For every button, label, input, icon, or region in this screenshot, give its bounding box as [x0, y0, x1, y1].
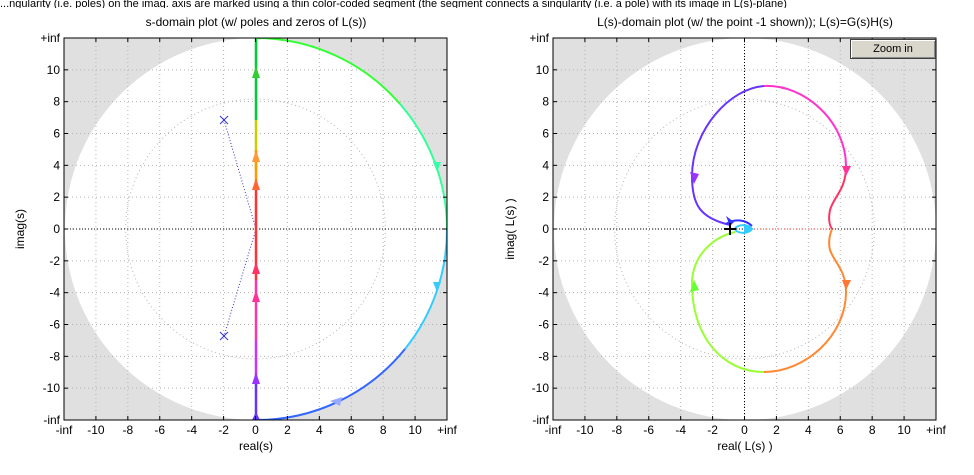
arrow-icon: [252, 372, 260, 384]
x-tick-label: 8: [869, 423, 876, 437]
y-tick-label: -2: [49, 254, 60, 268]
x-tick-label: -6: [643, 423, 654, 437]
L-domain-plot: -inf +inf -10 10 -8 8 -6 6 -4 4 -2 2 0 0 2 -2 4 -4 6 -6 8 -8 1…: [503, 15, 947, 453]
x-tick-label: 2: [773, 423, 780, 437]
arrow-icon: [433, 162, 441, 172]
y-axis-label: imag(s): [13, 209, 27, 249]
y-tick-label: 0: [542, 222, 549, 236]
nyquist-curve: [725, 219, 753, 227]
x-tick-label: -6: [154, 423, 165, 437]
plot-title: L(s)-domain plot (w/ the point -1 shown)…: [597, 15, 893, 29]
tick-marks: -inf +inf -10 10 -8 8 -6 6 -4 4 -2 2 0 0 2 -2 4 -4 6 -6 8 -8 1…: [40, 31, 457, 437]
x-tick-label: 6: [348, 423, 355, 437]
y-tick-label: +inf: [40, 31, 60, 45]
x-tick-label: -inf: [56, 423, 73, 437]
x-tick-label: -10: [87, 423, 105, 437]
contour-arc: [255, 38, 401, 105]
y-tick-label: 8: [53, 95, 60, 109]
grid-lines: [553, 38, 936, 420]
arrow-icon: [842, 280, 851, 290]
y-tick-label: 6: [542, 127, 549, 141]
arrow-icon: [252, 66, 260, 78]
arrow-icon: [252, 150, 260, 162]
x-tick-label: -4: [186, 423, 197, 437]
y-tick-label: -2: [538, 254, 549, 268]
x-tick-label: 8: [380, 423, 387, 437]
x-mark-icon: [219, 115, 229, 125]
y-tick-label: 4: [53, 158, 60, 172]
x-tick-label: 4: [805, 423, 812, 437]
y-tick-label: -8: [49, 349, 60, 363]
x-tick-label: +inf: [437, 423, 457, 437]
y-tick-label: 0: [53, 222, 60, 236]
x-tick-label: -4: [675, 423, 686, 437]
tick-marks: -inf +inf -10 10 -8 8 -6 6 -4 4 -2 2 0 0 2 -2 4 -4 6 -6 8 -8 1…: [529, 31, 946, 437]
y-tick-label: -inf: [43, 413, 60, 427]
nyquist-curve: [763, 84, 847, 167]
x-tick-label: +inf: [926, 423, 946, 437]
arrow-icon: [690, 172, 699, 184]
y-tick-label: -10: [43, 381, 61, 395]
s-domain-plot: -inf +inf -10 10 -8 8 -6 6 -4 4 -2 2 0 0 2 -2 4 -4 6 -6 8 -8 1…: [13, 15, 458, 453]
nyquist-curve: [763, 228, 848, 373]
y-tick-label: 10: [536, 63, 550, 77]
x-tick-label: -8: [611, 423, 622, 437]
y-tick-label: 8: [542, 95, 549, 109]
x-tick-label: 10: [408, 423, 422, 437]
y-tick-label: 4: [542, 158, 549, 172]
x-axis-label: real( L(s) ): [717, 439, 772, 453]
arrow-icon: [726, 216, 734, 226]
x-tick-label: 2: [284, 423, 291, 437]
nyquist-curve: [828, 165, 847, 230]
y-tick-label: 2: [53, 190, 60, 204]
y-tick-label: -6: [538, 318, 549, 332]
x-tick-label: -inf: [545, 423, 562, 437]
y-tick-label: 10: [47, 63, 61, 77]
contour-arc: [404, 229, 447, 350]
arrow-icon: [744, 224, 752, 234]
x-tick-label: 6: [837, 423, 844, 437]
y-tick-label: -inf: [532, 413, 549, 427]
x-tick-label: 0: [741, 423, 748, 437]
x-tick-label: -10: [576, 423, 594, 437]
zoom-in-button[interactable]: Zoom in: [850, 39, 936, 59]
y-tick-label: -4: [49, 286, 60, 300]
arrow-icon: [433, 282, 441, 292]
arrow-icon: [690, 280, 699, 292]
y-tick-label: -8: [538, 349, 549, 363]
nyquist-curve: [690, 85, 765, 226]
x-axis-label: real(s): [239, 439, 273, 453]
y-tick-label: +inf: [529, 31, 549, 45]
caption-text: ...ngularity (i.e. poles) on the imag. a…: [0, 0, 787, 8]
plot-title: s-domain plot (w/ poles and zeros of L(s…: [146, 15, 367, 29]
x-tick-label: 10: [897, 423, 911, 437]
y-axis-label: imag( L(s) ): [503, 198, 517, 259]
x-tick-label: 4: [316, 423, 323, 437]
y-tick-label: -10: [532, 381, 550, 395]
x-tick-label: -2: [707, 423, 718, 437]
y-tick-label: 6: [53, 127, 60, 141]
x-tick-label: -2: [218, 423, 229, 437]
x-tick-label: 0: [252, 423, 259, 437]
arrow-icon: [252, 262, 260, 274]
arrow-icon: [842, 166, 851, 176]
x-tick-label: -8: [122, 423, 133, 437]
arrow-icon: [330, 397, 342, 406]
x-mark-icon: [219, 331, 229, 341]
arrow-icon: [252, 178, 260, 190]
y-tick-label: -6: [49, 318, 60, 332]
y-tick-label: -4: [538, 286, 549, 300]
plus-icon: [724, 223, 736, 235]
y-tick-label: 2: [542, 190, 549, 204]
arrow-icon: [252, 290, 260, 302]
